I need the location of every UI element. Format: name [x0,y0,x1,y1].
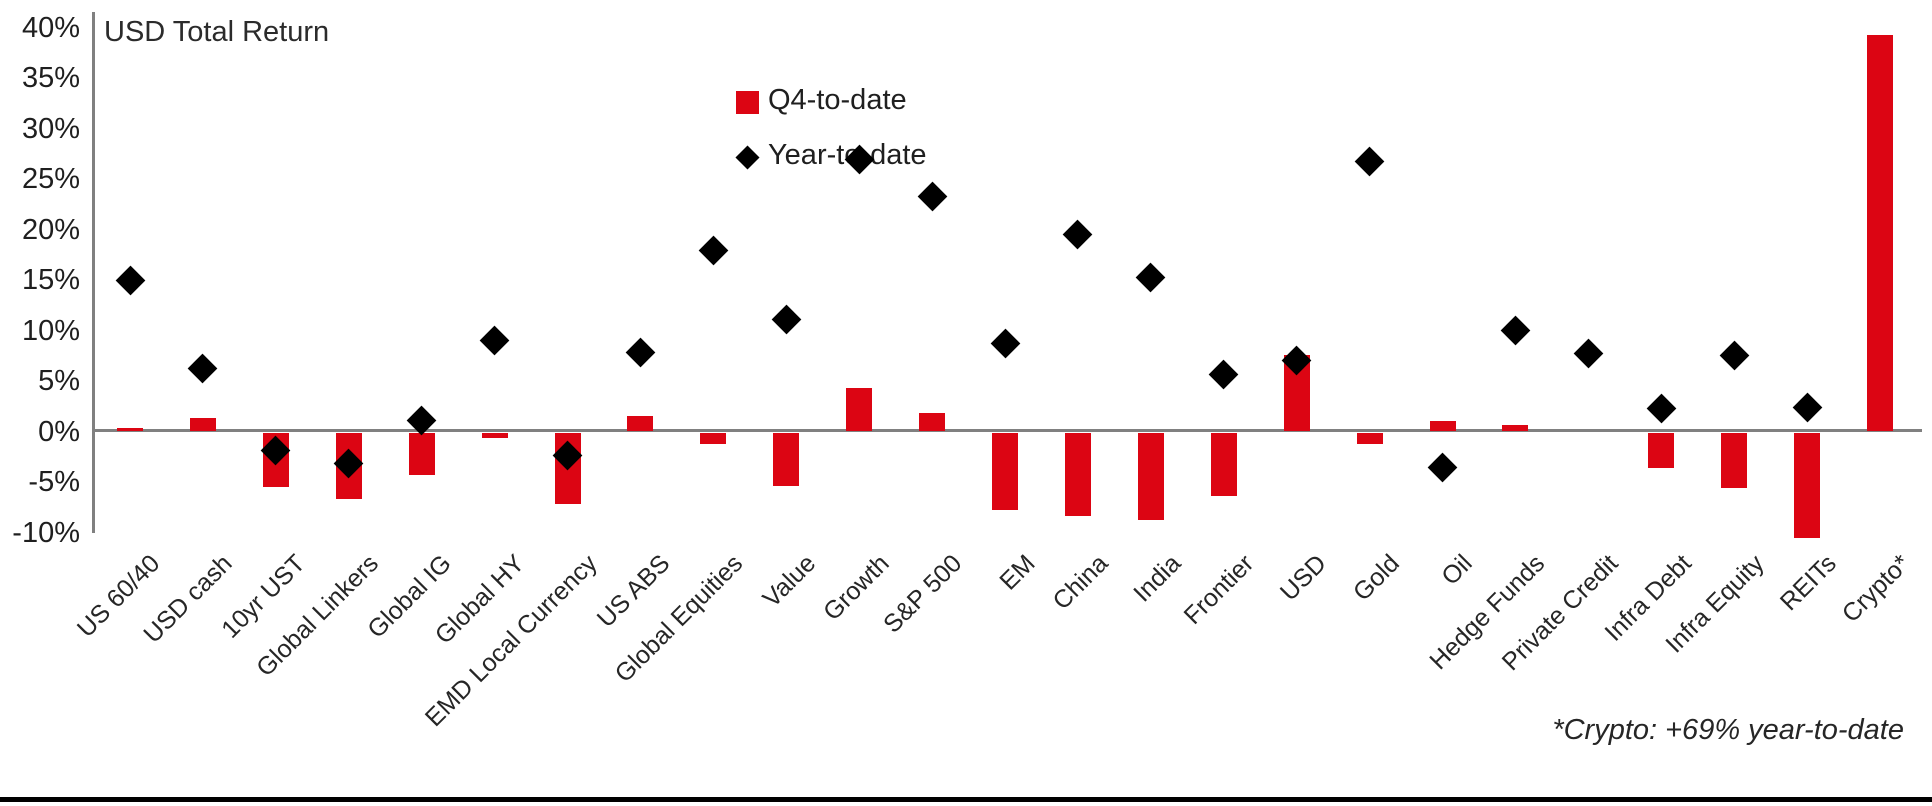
bar-q4-oil [1429,421,1456,432]
y-tick-label: 30% [21,112,80,145]
bottom-rule [0,797,1932,802]
diamond-ytd-private-credit [1573,338,1604,369]
diamond-ytd-infra-debt [1646,393,1677,424]
y-tick-label: 35% [21,62,80,94]
bar-q4-usd-cash [189,418,216,432]
x-category-label: EM [993,549,1041,596]
diamond-ytd-frontier [1208,360,1239,390]
diamond-ytd-em [990,328,1020,359]
chart-title: USD Total Return [104,16,330,48]
x-category-label: India [1127,549,1186,608]
bar-q4-s-p-500 [919,413,946,432]
bar-q4-gold [1356,433,1383,445]
diamond-ytd-global-equities [698,235,729,266]
y-tick-label: 15% [21,264,80,296]
y-tick-label: 40% [21,11,80,44]
x-category-label: China [1047,549,1114,616]
diamond-ytd-us-60-40 [115,265,145,295]
y-axis-line [92,12,95,533]
x-category-label: Gold [1347,549,1405,607]
y-tick-label: 20% [21,213,80,246]
bar-q4-us-60-40 [117,428,143,432]
bar-q4-reits [1794,433,1821,539]
diamond-ytd-oil [1427,453,1458,483]
bar-q4-frontier [1210,433,1237,496]
square-marker-icon [736,91,759,114]
diamond-ytd-india [1136,263,1166,293]
y-tick-label: -10% [12,516,80,549]
y-tick-label: 5% [38,365,80,397]
bar-q4-crypto- [1867,34,1894,432]
bar-q4-hedge-funds [1502,425,1529,432]
diamond-ytd-usd-cash [188,354,218,384]
x-category-label: USD [1274,549,1332,607]
bar-q4-value [773,433,800,486]
bar-q4-china [1064,433,1091,516]
diamond-ytd-global-hy [479,325,510,356]
x-category-label: REITs [1775,549,1843,617]
diamond-ytd-s-p-500 [917,181,947,212]
bar-q4-infra-equity [1721,433,1748,488]
bar-q4-india [1137,433,1164,520]
x-category-label: Oil [1436,549,1478,591]
diamond-ytd-reits [1792,392,1823,423]
y-tick-label: 25% [21,163,80,195]
bar-q4-us-abs [627,416,654,432]
x-category-label: Value [757,549,822,613]
diamond-ytd-us-abs [625,337,656,368]
legend-label-q4: Q4-to-date [768,84,907,116]
y-tick-label: -5% [28,466,80,498]
diamond-marker-icon [735,145,760,170]
bar-q4-global-ig [408,433,435,476]
bar-q4-global-hy [481,433,508,439]
x-category-label: Frontier [1178,549,1259,631]
x-category-label: S&P 500 [877,549,968,639]
y-tick-label: 10% [21,314,80,347]
diamond-ytd-value [771,304,802,335]
ytd-legend-marker-box [734,143,766,175]
bar-q4-infra-debt [1648,433,1675,469]
crypto-footnote: *Crypto: +69% year-to-date [1552,714,1904,746]
x-category-label: Crypto* [1836,549,1916,629]
zero-baseline [93,429,1922,432]
diamond-ytd-infra-equity [1719,340,1750,371]
x-category-label: Global Equities [609,549,749,688]
y-tick-label: 0% [38,415,80,448]
bar-q4-growth [846,388,873,432]
diamond-ytd-china [1063,219,1093,250]
diamond-ytd-gold [1354,146,1385,177]
bar-q4-em [992,433,1019,510]
q4-legend-marker-box [734,88,766,120]
bar-q4-global-equities [700,433,727,445]
diamond-ytd-hedge-funds [1500,315,1531,346]
